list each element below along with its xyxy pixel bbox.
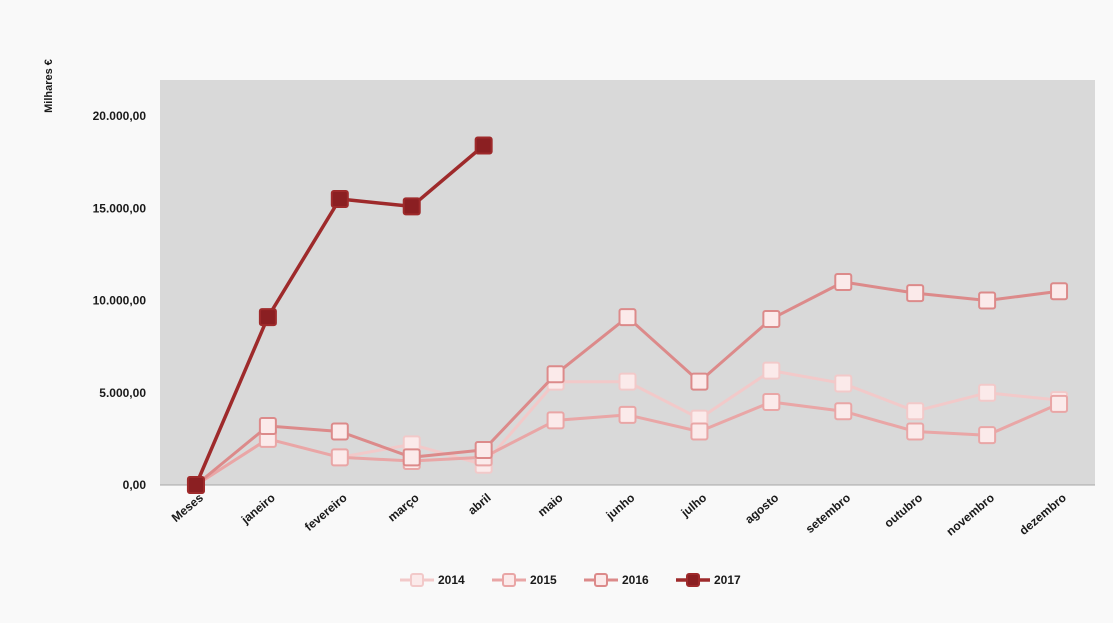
legend-swatch-marker <box>594 573 608 587</box>
data-point <box>546 365 565 384</box>
data-point <box>186 476 205 494</box>
legend-label: 2017 <box>714 573 741 587</box>
data-point <box>330 190 349 209</box>
data-point <box>402 197 421 216</box>
data-point <box>690 422 709 441</box>
legend-swatch-marker <box>502 573 516 587</box>
data-point <box>258 308 277 327</box>
data-point <box>978 291 997 310</box>
y-tick-label: 20.000,00 <box>93 109 147 123</box>
data-point <box>330 422 349 441</box>
data-point <box>1050 394 1069 413</box>
x-tick-label: julho <box>678 491 710 521</box>
data-point <box>618 372 637 391</box>
legend-swatch-marker <box>410 573 424 587</box>
legend-swatch-marker <box>686 573 700 587</box>
data-point <box>906 402 925 421</box>
y-tick-label: 10.000,00 <box>93 294 147 308</box>
data-point <box>906 284 925 303</box>
data-point <box>330 448 349 467</box>
x-tick-label: junho <box>603 491 638 523</box>
data-point <box>402 448 421 467</box>
x-tick-label: outubro <box>881 491 925 531</box>
data-point <box>618 405 637 424</box>
x-tick-label: dezembro <box>1017 491 1069 538</box>
data-point <box>762 309 781 328</box>
y-tick-label: 0,00 <box>123 478 147 492</box>
data-point <box>258 416 277 435</box>
data-point <box>762 392 781 411</box>
data-point <box>546 411 565 430</box>
x-tick-label: Meses <box>169 490 206 525</box>
data-point <box>474 440 493 459</box>
x-tick-label: março <box>385 491 422 525</box>
legend-label: 2016 <box>622 573 649 587</box>
legend-label: 2015 <box>530 573 557 587</box>
data-point <box>618 308 637 327</box>
data-point <box>906 422 925 441</box>
x-tick-label: abril <box>465 491 493 518</box>
data-point <box>1050 282 1069 301</box>
data-point <box>834 402 853 421</box>
legend-label: 2014 <box>438 573 465 587</box>
x-tick-label: maio <box>535 491 565 520</box>
x-tick-label: setembro <box>803 491 853 536</box>
y-axis-title: Milhares € <box>43 59 55 113</box>
data-point <box>690 372 709 391</box>
x-tick-label: janeiro <box>238 491 278 528</box>
data-point <box>834 273 853 292</box>
x-tick-label: novembro <box>944 491 997 539</box>
x-tick-label: agosto <box>742 491 781 527</box>
y-tick-label: 5.000,00 <box>99 386 146 400</box>
data-point <box>978 426 997 445</box>
data-point <box>762 361 781 380</box>
plot-area <box>160 80 1095 485</box>
data-point <box>978 383 997 402</box>
data-point <box>474 136 493 155</box>
y-tick-label: 15.000,00 <box>93 201 147 215</box>
data-point <box>834 374 853 393</box>
x-tick-label: fevereiro <box>302 491 350 534</box>
